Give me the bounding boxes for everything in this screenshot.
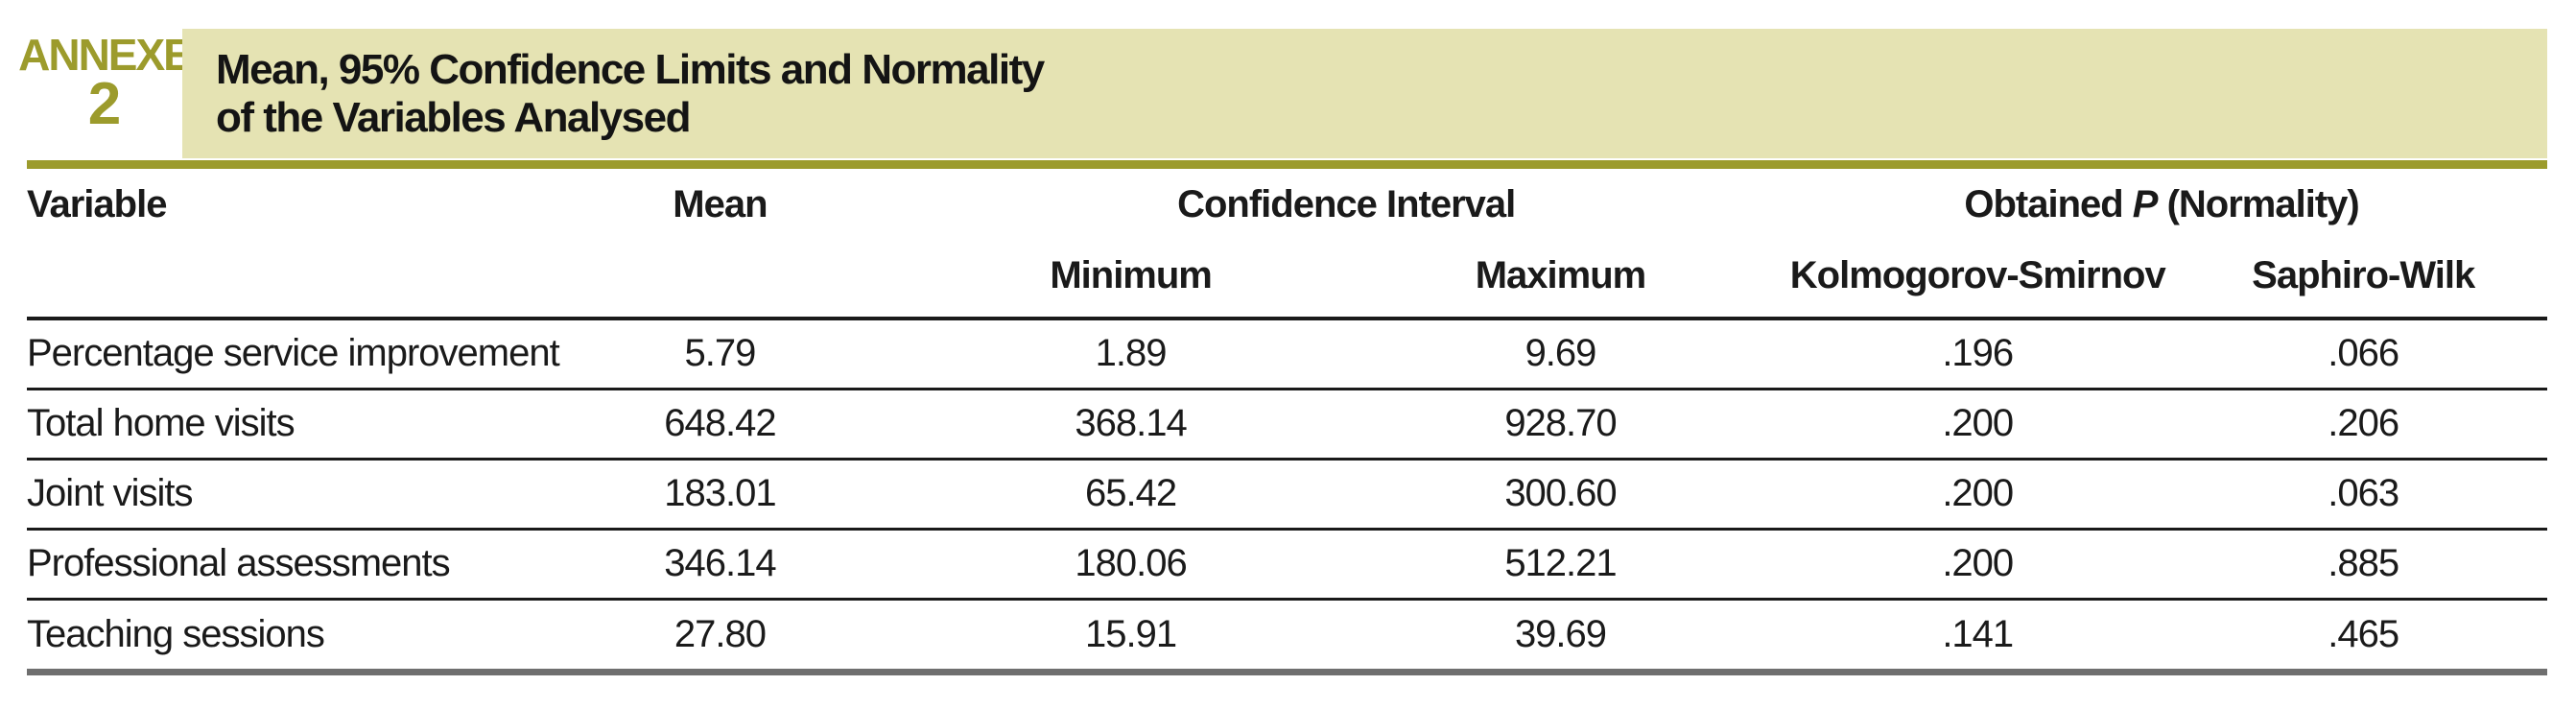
cell-maximum: 39.69 [1514,612,1607,655]
col-header-obtained-p: Obtained P (Normality) [1776,175,2547,234]
obtained-p-symbol: P [2132,182,2159,225]
col-header-saphiro-wilk: Saphiro-Wilk [2179,234,2547,320]
table-title-line1: Mean, 95% Confidence Limits and Normalit… [216,45,1045,93]
table-head: Variable Mean Confidence Interval Obtain… [27,175,2547,320]
table-bottom-rule [27,669,2547,675]
cell-kolmogorov-smirnov: .141 [1942,612,2014,655]
cell-minimum: 368.14 [916,389,1345,461]
table-row: Total home visits 648.42 368.14 928.70 .… [27,389,2547,461]
col-header-variable: Variable [27,182,167,225]
obtained-p-prefix: Obtained [1964,182,2133,225]
col-header-confidence-interval: Confidence Interval [1177,182,1516,225]
annex-header: ANNEXE 2 Mean, 95% Confidence Limits and… [18,29,2547,158]
cell-mean: 5.79 [523,319,917,390]
table-row: Teaching sessions 27.80 15.91 39.69 .141… [27,599,2547,669]
cell-variable: Total home visits [27,389,524,461]
table-body: Percentage service improvement 5.79 1.89… [27,319,2547,669]
col-header-maximum: Maximum [1344,234,1777,320]
cell-kolmogorov-smirnov: .200 [1776,389,2180,461]
header-row-groups: Variable Mean Confidence Interval Obtain… [27,175,2547,234]
table-title-line2: of the Variables Analysed [216,93,691,141]
cell-saphiro-wilk: .885 [2179,529,2547,601]
annexe-block: ANNEXE 2 [18,29,193,158]
col-header-kolmogorov-smirnov: Kolmogorov-Smirnov [1776,234,2180,320]
table-row: Joint visits 183.01 65.42 300.60 .200 .0… [27,459,2547,531]
cell-minimum: 15.91 [1085,612,1177,655]
cell-variable: Joint visits [27,459,524,531]
cell-mean: 183.01 [523,459,917,531]
annexe-number: 2 [87,71,122,137]
cell-maximum: 300.60 [1344,459,1777,531]
cell-mean: 648.42 [523,389,917,461]
results-table: Variable Mean Confidence Interval Obtain… [27,175,2547,669]
cell-saphiro-wilk: .206 [2179,389,2547,461]
cell-minimum: 65.42 [916,459,1345,531]
col-header-spacer-mean [523,234,917,320]
cell-variable: Percentage service improvement [27,319,560,390]
cell-saphiro-wilk: .063 [2179,459,2547,531]
cell-saphiro-wilk: .465 [2328,612,2399,655]
cell-variable: Teaching sessions [27,612,325,655]
cell-maximum: 928.70 [1344,389,1777,461]
cell-maximum: 9.69 [1344,319,1777,390]
cell-kolmogorov-smirnov: .200 [1776,459,2180,531]
title-band: Mean, 95% Confidence Limits and Normalit… [182,29,2547,158]
accent-rule [27,160,2547,169]
annexe-label: ANNEXE [18,30,193,80]
col-header-spacer-variable [27,234,524,320]
cell-maximum: 512.21 [1344,529,1777,601]
col-header-mean: Mean [673,182,768,225]
col-header-minimum: Minimum [916,234,1345,320]
cell-mean: 346.14 [523,529,917,601]
table-row: Percentage service improvement 5.79 1.89… [27,319,2547,390]
cell-variable: Professional assessments [27,529,524,601]
cell-minimum: 180.06 [916,529,1345,601]
header-row-subcolumns: Minimum Maximum Kolmogorov-Smirnov Saphi… [27,234,2547,320]
cell-kolmogorov-smirnov: .200 [1776,529,2180,601]
table-row: Professional assessments 346.14 180.06 5… [27,529,2547,601]
cell-mean: 27.80 [674,612,767,655]
cell-saphiro-wilk: .066 [2179,319,2547,390]
obtained-p-suffix: (Normality) [2157,182,2360,225]
cell-minimum: 1.89 [916,319,1345,390]
cell-kolmogorov-smirnov: .196 [1776,319,2180,390]
